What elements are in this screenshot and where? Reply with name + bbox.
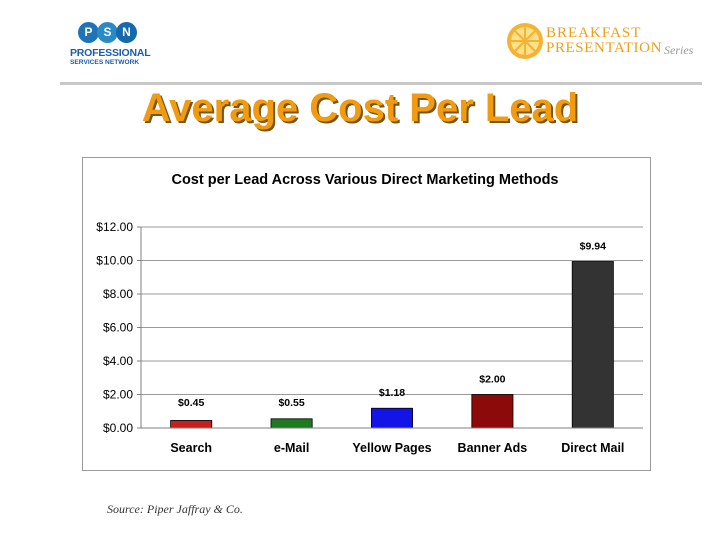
chart-data-labels: $0.45 $0.55 $1.18 $2.00 $9.94 xyxy=(178,241,606,409)
bp-logo-line1: BREAKFAST xyxy=(546,25,642,41)
bp-logo-series: Series xyxy=(664,43,694,57)
page-title: Average Cost Per Lead xyxy=(141,86,579,130)
psn-logo-line2: SERVICES NETWORK xyxy=(70,59,140,66)
psn-letter-s: S xyxy=(97,22,118,43)
x-tick-label: Yellow Pages xyxy=(352,441,431,455)
y-tick-label: $10.00 xyxy=(96,254,133,268)
x-tick-label: Banner Ads xyxy=(458,441,528,455)
chart-bars xyxy=(170,261,614,429)
y-tick-label: $2.00 xyxy=(103,388,133,402)
bar-e-mail xyxy=(270,418,313,429)
x-tick-label: e-Mail xyxy=(274,441,309,455)
data-label: $0.45 xyxy=(178,397,204,409)
breakfast-presentation-logo: BREAKFAST PRESENTATION Series xyxy=(506,20,706,70)
orange-slice-icon xyxy=(507,23,543,59)
x-tick-label: Direct Mail xyxy=(561,441,624,455)
data-label: $0.55 xyxy=(278,397,304,409)
data-label: $2.00 xyxy=(479,374,505,386)
data-label: $9.94 xyxy=(580,241,606,253)
chart-title: Cost per Lead Across Various Direct Mark… xyxy=(171,172,558,188)
x-tick-label: Search xyxy=(170,441,212,455)
chart-y-axis-ticks: $0.00 $2.00 $4.00 $6.00 $8.00 $10.00 $12.00 xyxy=(96,220,141,435)
y-tick-label: $8.00 xyxy=(103,287,133,301)
bar-yellow-pages xyxy=(371,407,413,429)
y-tick-label: $6.00 xyxy=(103,321,133,335)
psn-logo-line1: PROFESSIONAL xyxy=(70,47,151,59)
bar-chart: Cost per Lead Across Various Direct Mark… xyxy=(96,172,643,455)
chart-x-axis-labels: Search e-Mail Yellow Pages Banner Ads Direct… xyxy=(170,441,624,455)
y-tick-label: $12.00 xyxy=(96,220,133,234)
bar-search xyxy=(170,420,213,429)
chart-gridlines xyxy=(141,226,643,395)
y-tick-label: $0.00 xyxy=(103,421,133,435)
bar-banner-ads xyxy=(471,394,514,429)
chart-frame: Cost per Lead Across Various Direct Mark… xyxy=(82,157,651,471)
y-tick-label: $4.00 xyxy=(103,354,133,368)
data-label: $1.18 xyxy=(379,387,405,399)
psn-letter-n: N xyxy=(116,22,137,43)
psn-logo: P S N PROFESSIONAL SERVICES NETWORK xyxy=(68,22,178,70)
source-note: Source: Piper Jaffray & Co. xyxy=(107,502,243,516)
header-divider xyxy=(60,82,702,85)
psn-letter-p: P xyxy=(78,22,99,43)
bar-direct-mail xyxy=(571,261,614,429)
bp-logo-line2: PRESENTATION xyxy=(546,40,663,56)
